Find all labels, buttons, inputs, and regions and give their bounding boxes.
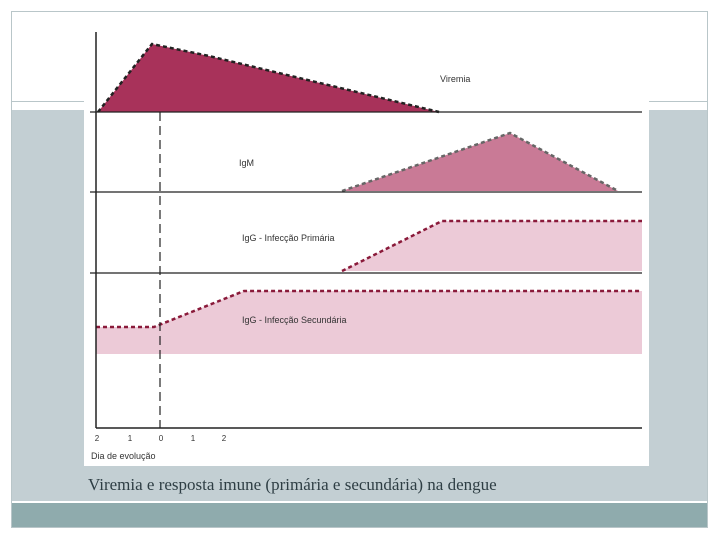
label-viremia: Viremia (440, 74, 470, 84)
label-igg-primary: IgG - Infecção Primária (242, 233, 335, 243)
igm-area (342, 133, 618, 191)
x-tick-label: 0 (159, 434, 164, 443)
x-tick-label: 2 (95, 434, 100, 443)
x-tick-label: 1 (128, 434, 133, 443)
title-rule-left (12, 101, 84, 102)
caption-band (12, 466, 707, 501)
slide-frame (11, 11, 708, 528)
igg-primary-area (342, 221, 642, 271)
igm-outline (341, 131, 619, 193)
chart-svg: Viremia IgM IgG - Infecção Primária IgG … (90, 32, 642, 461)
slide-band-left (12, 110, 84, 500)
title-rule-right (649, 101, 707, 102)
figure-caption: Viremia e resposta imune (primária e sec… (88, 475, 497, 494)
igg-primary-outline (341, 219, 642, 273)
viremia-area (98, 44, 439, 112)
x-tick-label: 2 (222, 434, 227, 443)
footer-bar (12, 503, 707, 527)
label-igg-secondary: IgG - Infecção Secundária (242, 315, 347, 325)
igg-secondary-outline (96, 289, 642, 329)
label-igm: IgM (239, 158, 254, 168)
x-tick-label: 1 (191, 434, 196, 443)
x-axis-title: Dia de evolução (91, 451, 156, 461)
viremia-outline (97, 42, 440, 114)
chart-figure: Viremia IgM IgG - Infecção Primária IgG … (84, 16, 649, 466)
slide-band-right (649, 110, 707, 500)
igg-secondary-area (96, 291, 642, 354)
